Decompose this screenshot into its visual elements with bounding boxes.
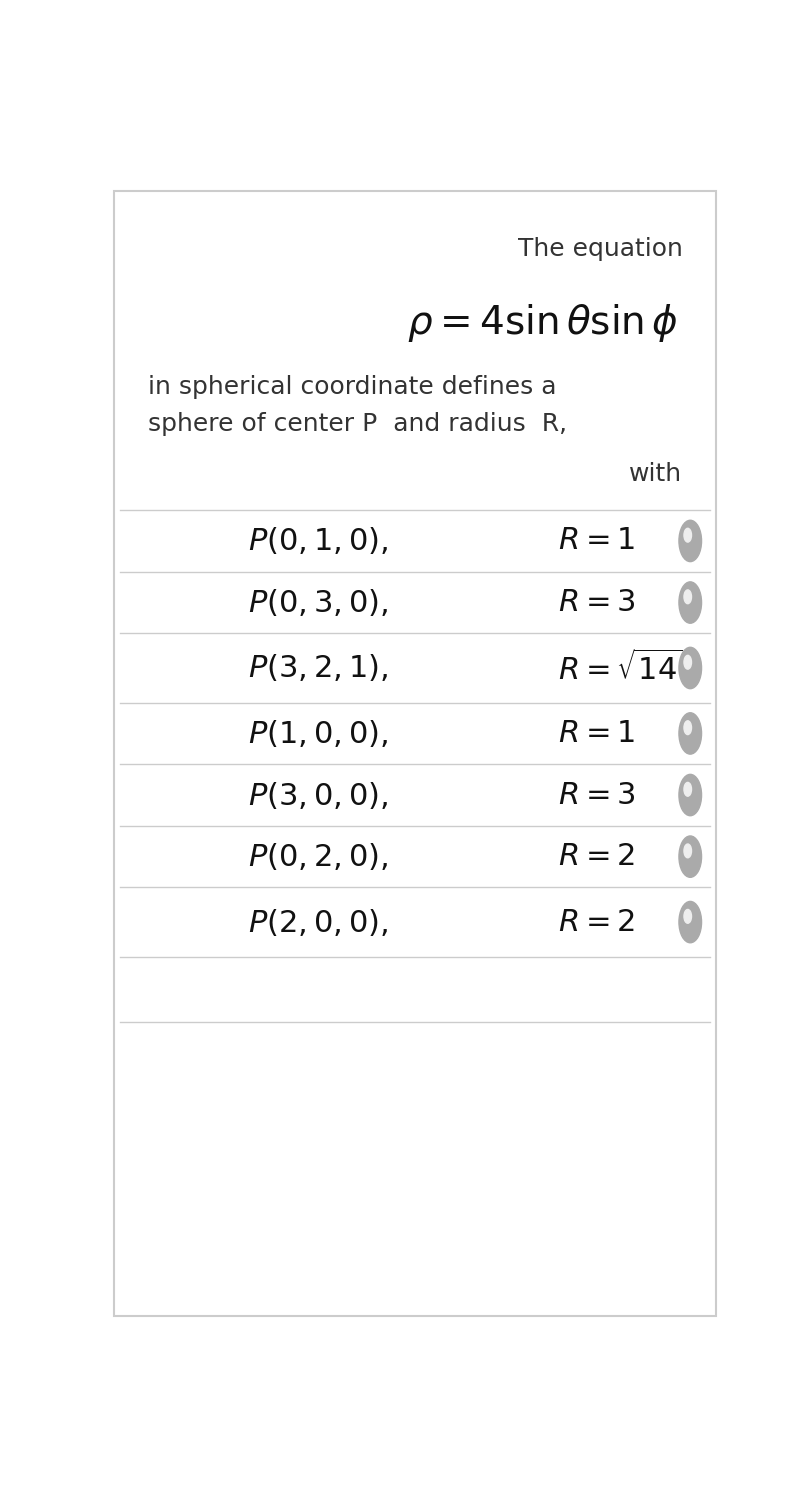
Circle shape: [684, 782, 692, 797]
Circle shape: [679, 774, 701, 816]
Text: $P(3, 0, 0),$: $P(3, 0, 0),$: [248, 779, 388, 810]
Text: in spherical coordinate defines a: in spherical coordinate defines a: [147, 376, 556, 400]
Text: $R = \sqrt{14}$: $R = \sqrt{14}$: [559, 651, 683, 686]
Text: with: with: [629, 463, 683, 486]
Circle shape: [679, 901, 701, 943]
Text: $\rho = 4\sin\theta\sin\phi$: $\rho = 4\sin\theta\sin\phi$: [407, 303, 679, 345]
Text: $R = 3$: $R = 3$: [559, 780, 636, 810]
Text: sphere of center P  and radius  R,: sphere of center P and radius R,: [147, 412, 567, 436]
Text: $P(2, 0, 0),$: $P(2, 0, 0),$: [248, 907, 388, 937]
Circle shape: [684, 910, 692, 924]
Circle shape: [679, 648, 701, 689]
Circle shape: [684, 844, 692, 858]
Circle shape: [679, 582, 701, 624]
Circle shape: [679, 836, 701, 877]
Text: $P(3, 2, 1),$: $P(3, 2, 1),$: [248, 652, 388, 683]
FancyBboxPatch shape: [113, 191, 716, 1316]
Circle shape: [684, 589, 692, 604]
Text: $R = 1$: $R = 1$: [559, 719, 636, 747]
Circle shape: [684, 721, 692, 734]
Text: $R = 1$: $R = 1$: [559, 527, 636, 555]
Circle shape: [684, 655, 692, 668]
Circle shape: [684, 528, 692, 542]
Text: $P(0, 1, 0),$: $P(0, 1, 0),$: [248, 525, 388, 557]
Circle shape: [679, 521, 701, 561]
Text: $P(0, 3, 0),$: $P(0, 3, 0),$: [248, 586, 388, 618]
Text: The equation: The equation: [518, 237, 683, 261]
Text: $P(1, 0, 0),$: $P(1, 0, 0),$: [248, 718, 388, 749]
Text: $R = 3$: $R = 3$: [559, 588, 636, 618]
Circle shape: [679, 713, 701, 753]
Text: $R = 2$: $R = 2$: [559, 841, 636, 871]
Text: $P(0, 2, 0),$: $P(0, 2, 0),$: [248, 841, 388, 873]
Text: $R = 2$: $R = 2$: [559, 907, 636, 937]
